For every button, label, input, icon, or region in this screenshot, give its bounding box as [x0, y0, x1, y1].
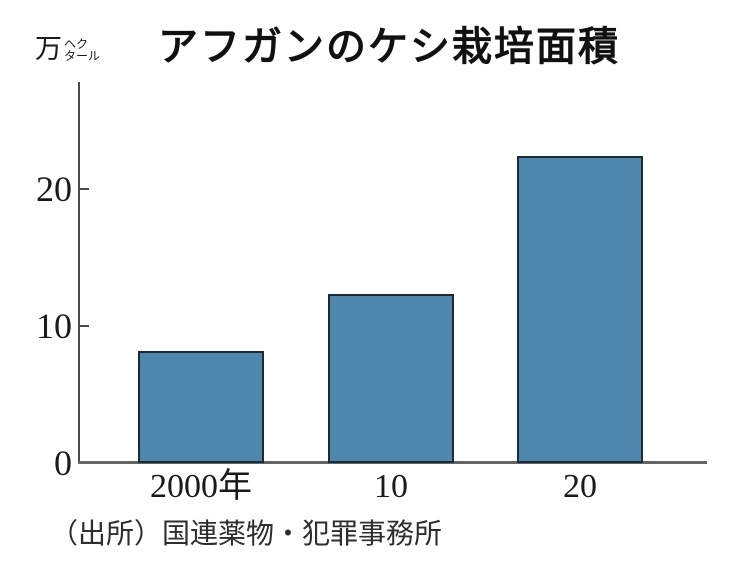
chart-title: アフガンのケシ栽培面積 — [158, 25, 620, 69]
y-tick-label: 0 — [54, 443, 72, 483]
y-axis-unit-small-line1: ヘク — [64, 37, 89, 51]
bar — [138, 351, 264, 463]
y-axis-line — [78, 82, 80, 463]
x-tick-label: 2000年 — [150, 468, 252, 505]
y-tick-label: 20 — [36, 169, 72, 209]
x-tick-label: 20 — [563, 468, 597, 505]
y-axis-unit-small: ヘク タール — [64, 38, 100, 62]
bar — [517, 156, 643, 463]
y-axis-unit-small-line2: タール — [64, 49, 101, 63]
y-tick-label: 10 — [36, 306, 72, 346]
y-tick-mark — [80, 188, 89, 190]
y-axis-unit-main: 万 — [35, 34, 62, 64]
y-tick-mark — [80, 325, 89, 327]
source-note: （出所）国連薬物・犯罪事務所 — [50, 518, 443, 549]
y-axis-unit: 万 ヘク タール — [35, 36, 100, 63]
bar — [328, 294, 454, 463]
x-tick-label: 10 — [374, 468, 408, 505]
